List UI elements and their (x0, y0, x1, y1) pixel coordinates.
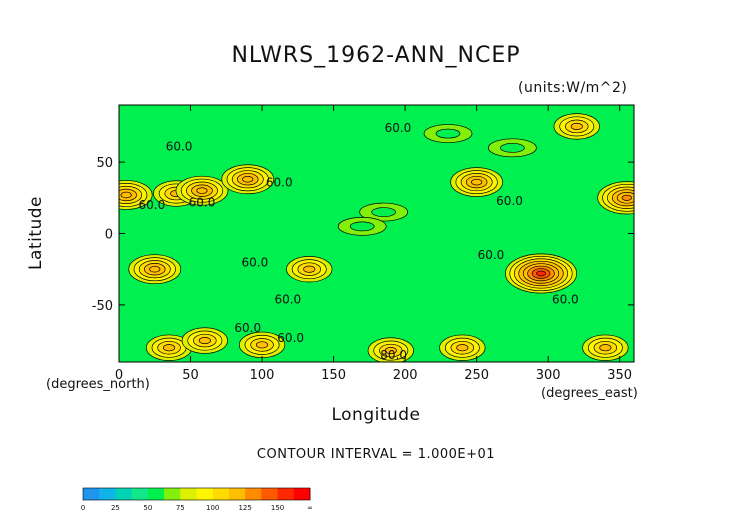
field-feature (505, 253, 577, 294)
colorbar-tick-label: 100 (206, 504, 219, 512)
colorbar-tick-label: 0 (81, 504, 85, 512)
colorbar-swatch (115, 488, 133, 500)
contour-label: 60.0 (266, 175, 293, 189)
contour-label: 60.0 (552, 292, 579, 306)
x-tick-label: 350 (607, 368, 632, 383)
colorbar-swatch (212, 488, 230, 500)
x-tick-label: 150 (321, 368, 346, 383)
field-layer (119, 113, 634, 362)
colorbar-tick-label: 25 (111, 504, 120, 512)
x-tick-label: 100 (250, 368, 275, 383)
field-feature (423, 124, 473, 143)
x-axis-unit: (degrees_east) (541, 386, 638, 401)
field-contour (621, 194, 633, 201)
contour-label: 60.0 (139, 198, 166, 212)
colorbar-tick-label: 150 (271, 504, 284, 512)
x-tick-label: 250 (464, 368, 489, 383)
field-feature (119, 180, 153, 210)
field-feature (145, 334, 193, 361)
x-axis-label: Longitude (331, 405, 421, 425)
field-contour (196, 187, 208, 194)
contour-label: 60.0 (166, 140, 193, 154)
field-contour (570, 122, 583, 130)
colorbar-swatch (147, 488, 165, 500)
field-contour (163, 344, 176, 352)
colorbar-swatch (180, 488, 197, 500)
colorbar: 0 25 50 75 100 125 150 ∞ (81, 487, 313, 512)
units-label: (units:W/m^2) (518, 80, 628, 96)
colorbar-tick-label: 75 (176, 504, 185, 512)
field-feature (367, 337, 414, 362)
field-contour (242, 175, 254, 183)
field-feature (337, 217, 387, 236)
field-contour (256, 341, 269, 349)
colorbar-swatch (83, 488, 100, 500)
colorbar-tick-label: 50 (143, 504, 152, 512)
field-contour (435, 128, 461, 139)
colorbar-swatch (196, 488, 214, 500)
field-feature (128, 254, 182, 285)
axes-layer: 0 50 100 150 200 250 300 350 -50 0 50 (92, 105, 634, 383)
y-tick-label: -50 (92, 299, 113, 314)
field-contour (456, 344, 469, 352)
y-axis-unit: (degrees_north) (46, 377, 150, 392)
contour-label: 60.0 (189, 195, 216, 209)
field-contour (384, 347, 397, 355)
field-feature (582, 334, 629, 361)
field-feature (359, 202, 409, 222)
y-tick-label: 50 (96, 156, 113, 171)
contour-label: 60.0 (478, 248, 505, 262)
colorbar-swatch (164, 488, 181, 500)
contour-label: 60.0 (234, 321, 261, 335)
field-contour (303, 265, 316, 273)
x-tick-label: 200 (393, 368, 418, 383)
colorbar-frame (82, 487, 311, 501)
field-feature (450, 167, 503, 197)
contour-label: 60.0 (242, 255, 269, 269)
y-tick-label: 0 (105, 228, 113, 243)
field-feature (488, 138, 537, 158)
field-feature (439, 334, 486, 361)
field-feature (175, 175, 229, 206)
field-feature (597, 181, 634, 215)
field-contour (536, 270, 546, 277)
contour-label-layer: 60.0 60.0 60.0 60.0 60.0 60.0 60.0 60.0 60.0 60.0… (139, 121, 579, 362)
x-tick-label: 0 (115, 368, 123, 383)
colorbar-swatch (293, 488, 311, 500)
field-contour (120, 191, 132, 199)
colorbar-swatch (277, 488, 295, 500)
colorbar-tick-label: 125 (238, 504, 251, 512)
colorbar-swatch (228, 488, 246, 500)
field-contour (599, 344, 612, 352)
contour-label: 60.0 (274, 292, 301, 306)
field-contour (471, 178, 483, 186)
field-feature (553, 113, 600, 140)
field-contour (149, 265, 161, 273)
colorbar-swatch (99, 488, 116, 500)
contour-interval-label: CONTOUR INTERVAL = 1.000E+01 (256, 447, 496, 462)
x-tick-label: 300 (536, 368, 561, 383)
x-tick-label: 50 (182, 368, 199, 383)
field-feature (221, 164, 275, 195)
colorbar-swatch (131, 488, 149, 500)
colorbar-tick-label: ∞ (307, 504, 313, 512)
colorbar-swatch (261, 488, 279, 500)
field-feature (181, 327, 228, 354)
colorbar-swatch (245, 488, 262, 500)
contour-label: 80.0 (380, 348, 407, 362)
field-contour (500, 142, 525, 153)
contour-label: 60.0 (385, 121, 412, 135)
field-contour (198, 337, 211, 345)
field-contour (349, 221, 375, 232)
chart-title: NLWRS_1962-ANN_NCEP (231, 43, 521, 68)
contour-label: 60.0 (496, 194, 523, 208)
field-feature (286, 256, 333, 283)
contour-label: 60.0 (277, 331, 304, 345)
field-contour (371, 207, 397, 217)
field-feature (238, 331, 286, 359)
